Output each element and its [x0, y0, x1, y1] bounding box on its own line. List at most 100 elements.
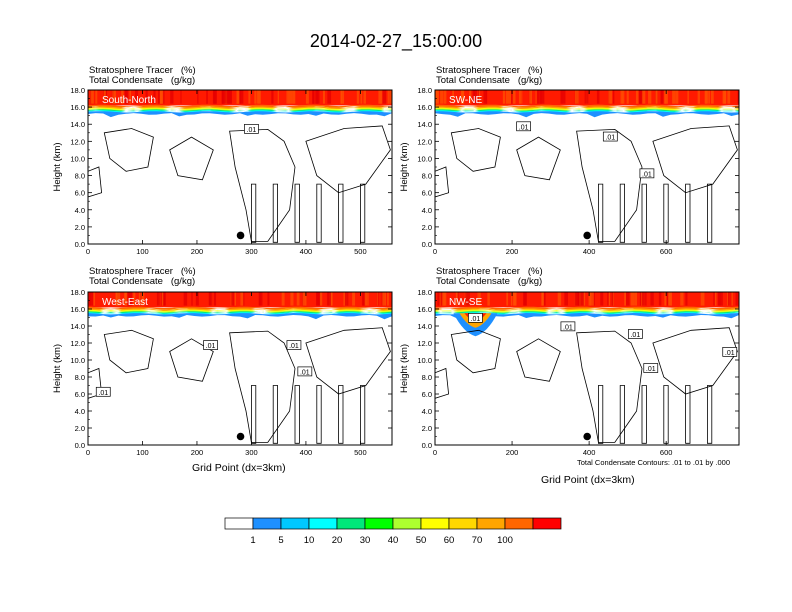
x-tick-label: 200	[191, 448, 204, 457]
tracer-streak	[607, 292, 609, 306]
colorbar-swatch	[448, 517, 478, 530]
tracer-streak	[254, 90, 257, 104]
tracer-streak	[537, 90, 540, 104]
tracer-streak	[710, 90, 714, 104]
condensate-contour	[169, 338, 214, 382]
condensate-contour	[294, 183, 300, 243]
contour-label-box	[643, 363, 659, 373]
panel4-header-tracer: Stratosphere Tracer (%)	[436, 266, 543, 277]
tracer-streak	[697, 90, 700, 104]
tracer-streak	[505, 90, 509, 104]
tracer-streak	[124, 292, 127, 306]
panel-label: SW-NE	[449, 95, 482, 106]
tracer-streak	[138, 292, 141, 306]
y-tick-label: 4.0	[422, 206, 432, 215]
x-tick-label: 100	[136, 247, 149, 256]
tracer-streak	[719, 292, 723, 306]
contour-label-box	[602, 131, 618, 142]
y-tick-label: 10.0	[417, 154, 432, 163]
tracer-streak	[89, 292, 91, 306]
tracer-streak	[645, 292, 647, 306]
tracer-streak	[472, 90, 475, 104]
tracer-streak	[209, 292, 211, 306]
colorbar-tick-label: 5	[278, 535, 283, 546]
contour-label-box	[722, 347, 738, 357]
contour-label-box	[560, 321, 576, 332]
condensate-contour	[435, 166, 450, 198]
tracer-streak	[708, 90, 710, 104]
colorbar-swatch	[476, 517, 506, 530]
condensate-contour	[516, 338, 561, 382]
tracer-streak	[714, 292, 717, 306]
y-tick-label: 12.0	[70, 137, 85, 146]
contour-label: .01	[247, 127, 257, 134]
tracer-streak	[387, 292, 389, 306]
tracer-streak	[206, 90, 208, 104]
tracer-streak	[639, 292, 642, 306]
tracer-streak	[238, 90, 240, 104]
tracer-streak	[455, 292, 459, 306]
y-axis-label: Height (km)	[399, 344, 410, 393]
tracer-streak	[93, 292, 96, 306]
tracer-streak	[620, 90, 623, 104]
panel-label: West-East	[102, 297, 148, 308]
y-tick-label: 16.0	[70, 103, 85, 112]
colorbar-tick-label: 50	[416, 535, 427, 546]
tracer-streak	[183, 292, 188, 306]
tracer-streak	[221, 90, 224, 104]
tracer-streak	[145, 90, 148, 104]
condensate-contour	[103, 128, 154, 172]
condensate-contour	[450, 329, 501, 374]
panel-label: South-North	[102, 95, 156, 106]
colorbar-tick-label: 20	[332, 535, 343, 546]
tracer-streak	[680, 292, 684, 306]
tracer-gradient-layer	[435, 108, 739, 111]
condensate-contour	[169, 136, 214, 181]
tracer-streak	[713, 292, 715, 306]
x-tick-label: 400	[583, 247, 596, 256]
tracer-streak	[583, 292, 586, 306]
tracer-streak	[281, 292, 285, 306]
x-tick-label: 0	[433, 448, 437, 457]
panel4-header-condensate: Total Condensate (g/kg)	[436, 276, 543, 287]
condensate-contour	[435, 367, 450, 399]
tracer-streak	[586, 90, 589, 104]
tracer-streak	[564, 292, 568, 306]
x-tick-label: 600	[660, 247, 673, 256]
tracer-streak	[134, 90, 139, 104]
tracer-streak	[302, 292, 307, 306]
tracer-streak	[477, 292, 481, 306]
tracer-streak	[612, 90, 615, 104]
x-axis-label-left: Grid Point (dx=3km)	[192, 462, 286, 474]
tracer-streak	[560, 90, 563, 104]
condensate-contour	[576, 330, 643, 443]
tracer-streak	[735, 292, 738, 306]
tracer-streak	[156, 292, 160, 306]
tracer-streak	[352, 292, 356, 306]
tracer-streak	[258, 292, 261, 306]
tracer-gradient-layer	[88, 110, 392, 113]
condensate-contour	[251, 385, 257, 444]
condensate-contour	[598, 183, 604, 243]
condensate-contour	[663, 183, 669, 243]
contour-label-box	[244, 124, 259, 134]
tracer-streak	[723, 90, 727, 104]
y-tick-label: 10.0	[70, 356, 85, 365]
x-tick-label: 0	[86, 448, 90, 457]
tracer-streak	[90, 90, 94, 104]
y-axis-label: Height (km)	[399, 142, 410, 191]
contour-label-box	[468, 313, 483, 323]
tracer-streak	[685, 292, 688, 306]
tracer-gradient-layer	[435, 111, 739, 118]
tracer-streak	[248, 90, 251, 104]
condensate-contour	[294, 385, 300, 444]
tracer-streak	[240, 292, 244, 306]
condensate-contour	[652, 327, 738, 395]
panel2-header-tracer: Stratosphere Tracer (%)	[436, 65, 543, 76]
tracer-streak	[141, 292, 143, 306]
tracer-streak	[608, 90, 613, 104]
y-tick-label: 18.0	[417, 288, 432, 297]
tracer-streak	[290, 292, 294, 306]
x-tick-label: 500	[354, 448, 367, 457]
tracer-streak	[296, 292, 300, 306]
